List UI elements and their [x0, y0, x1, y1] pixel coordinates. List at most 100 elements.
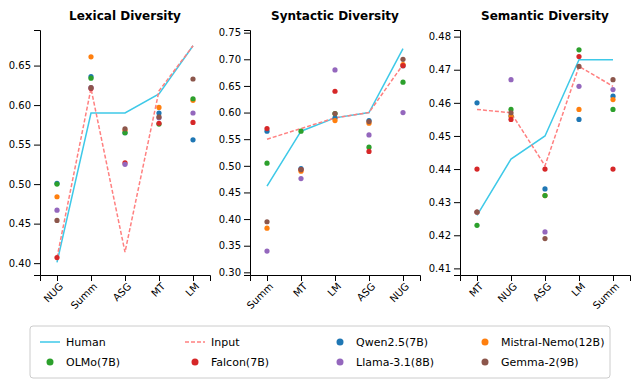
x-axis: SummMTLMASGNUG [245, 275, 421, 311]
tick-mark [403, 275, 404, 281]
legend-item: Mistral-Nemo(12B) [482, 336, 605, 349]
point [190, 110, 195, 115]
point [474, 223, 479, 228]
point [474, 100, 479, 105]
point [54, 218, 59, 223]
point [400, 110, 405, 115]
tick-mark [511, 275, 512, 281]
point [474, 209, 479, 214]
point [88, 86, 93, 91]
point [190, 120, 195, 125]
tick-mark [335, 275, 336, 281]
point [366, 149, 371, 154]
point [264, 248, 269, 253]
point [332, 89, 337, 94]
point [474, 209, 479, 214]
point [474, 209, 479, 214]
legend-label: OLMo(7B) [66, 356, 120, 369]
tick-mark [301, 275, 302, 281]
axis-line [244, 31, 251, 276]
x-tick: LM [569, 275, 587, 298]
tick-mark [34, 66, 40, 67]
legend-item: Falcon(7B) [192, 356, 270, 369]
tick-mark [545, 275, 546, 281]
x-tick: ASG [111, 275, 134, 303]
x-tick: MT [149, 275, 168, 299]
tick-mark [454, 268, 460, 269]
point [54, 208, 59, 213]
tick-mark [34, 105, 40, 106]
tick-label: 0.45 [9, 218, 31, 229]
point [54, 194, 59, 199]
point [264, 226, 269, 231]
tick-mark [34, 224, 40, 225]
tick-mark [34, 184, 40, 185]
x-tick: NUG [388, 275, 412, 304]
tick-mark [244, 192, 250, 193]
legend-swatch [192, 359, 199, 366]
tick-label: 0.70 [219, 54, 241, 65]
y-tick: 0.46 [429, 98, 460, 109]
tick-label: 0.43 [429, 197, 451, 208]
legend-swatch [337, 339, 344, 346]
tick-mark [454, 70, 460, 71]
tick-mark [579, 275, 580, 281]
tick-mark [369, 275, 370, 281]
tick-mark [244, 139, 250, 140]
legend-swatch [185, 341, 205, 343]
x-tick: ASG [355, 275, 378, 303]
line [267, 49, 403, 186]
point [610, 166, 615, 171]
point [576, 117, 581, 122]
y-tick: 0.45 [219, 187, 250, 198]
legend-swatch [40, 341, 60, 343]
legend-label: Qwen2.5(7B) [356, 336, 428, 349]
y-tick: 0.50 [9, 179, 40, 190]
x-tick: Summ [591, 275, 622, 311]
tick-label: 0.65 [219, 81, 241, 92]
legend-item: Llama-3.1(8B) [337, 356, 434, 369]
tick-label: NUG [496, 281, 520, 305]
tick-label: 0.30 [219, 267, 241, 278]
x-tick: Summ [69, 275, 100, 311]
y-tick: 0.45 [9, 218, 40, 229]
x-tick: NUG [496, 275, 520, 304]
tick-label: 0.45 [429, 131, 451, 142]
axis-line [41, 276, 211, 282]
y-tick: 0.65 [9, 60, 40, 71]
tick-label: Summ [69, 281, 100, 312]
legend-item: Qwen2.5(7B) [337, 336, 429, 349]
x-axis: MTNUGASGLMSumm [461, 275, 631, 311]
tick-label: 0.44 [429, 164, 451, 175]
point [332, 111, 337, 116]
line [477, 60, 613, 216]
legend-label: Input [211, 336, 240, 349]
y-tick: 0.44 [429, 164, 460, 175]
tick-label: 0.55 [9, 139, 31, 150]
tick-mark [454, 235, 460, 236]
tick-label: LM [325, 281, 343, 299]
x-tick: MT [467, 275, 486, 299]
tick-mark [57, 275, 58, 281]
tick-label: 0.55 [219, 134, 241, 145]
tick-mark [159, 275, 160, 281]
tick-mark [244, 33, 250, 34]
legend-item: Human [40, 336, 106, 349]
tick-label: ASG [355, 281, 378, 304]
point [542, 193, 547, 198]
tick-mark [613, 275, 614, 281]
point [88, 54, 93, 59]
y-tick: 0.45 [429, 131, 460, 142]
point [122, 162, 127, 167]
tick-mark [454, 169, 460, 170]
point [400, 80, 405, 85]
tick-label: 0.48 [429, 31, 451, 42]
tick-label: 0.41 [429, 263, 451, 274]
point [156, 121, 161, 126]
line [57, 46, 193, 258]
y-tick: 0.40 [219, 214, 250, 225]
legend-swatch [482, 359, 489, 366]
tick-mark [477, 275, 478, 281]
y-tick: 0.42 [429, 230, 460, 241]
legend-swatch [47, 359, 54, 366]
